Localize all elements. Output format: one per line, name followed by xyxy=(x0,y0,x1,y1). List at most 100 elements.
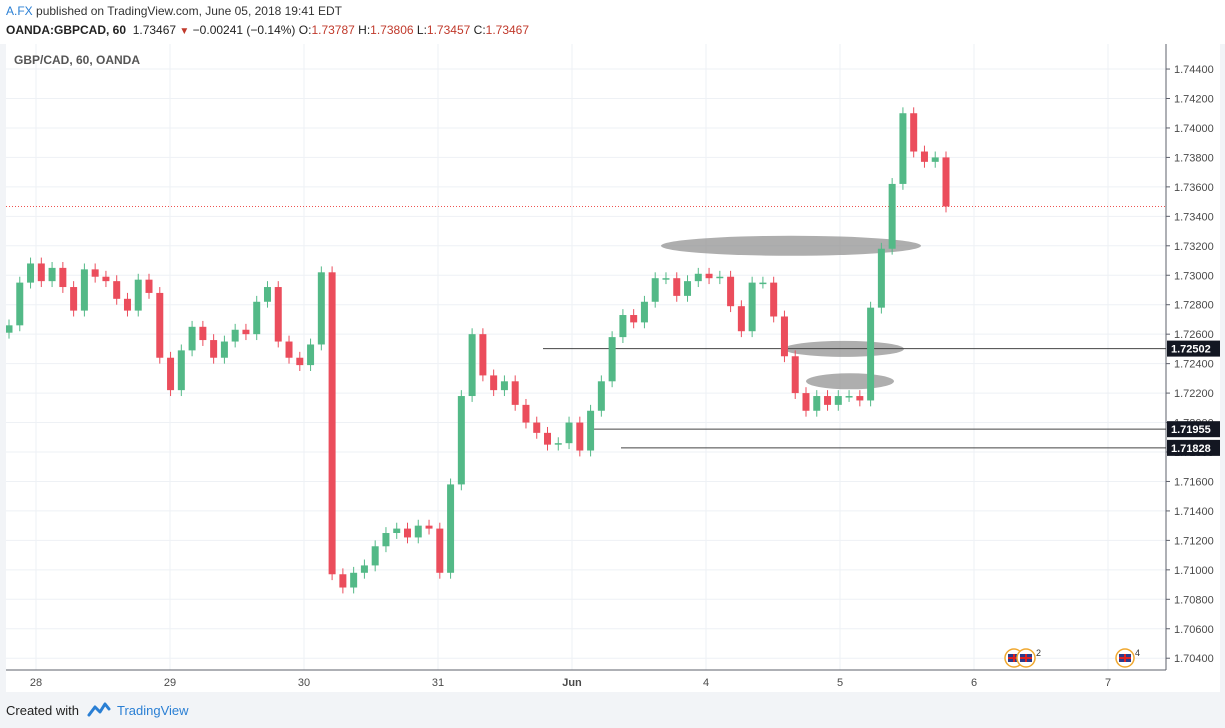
candle-body xyxy=(48,267,56,282)
candle-body xyxy=(630,315,638,323)
candle-body xyxy=(274,287,282,342)
candle-body xyxy=(619,315,627,338)
level-price-label: 1.72502 xyxy=(1171,344,1211,356)
candle-body xyxy=(565,422,573,444)
candle-body xyxy=(360,565,368,573)
candle-body xyxy=(91,269,99,277)
y-tick-label: 1.71000 xyxy=(1174,565,1214,577)
y-tick-label: 1.72800 xyxy=(1174,300,1214,312)
y-tick-label: 1.72400 xyxy=(1174,359,1214,371)
high-value: 1.73806 xyxy=(370,23,414,37)
candle-body xyxy=(199,326,207,341)
candle-body xyxy=(662,278,670,280)
event-count-label: 2 xyxy=(1036,648,1041,658)
header-bar: A.FX published on TradingView.com, June … xyxy=(0,0,1225,44)
candle-body xyxy=(263,287,271,302)
x-tick-label: Jun xyxy=(562,677,582,689)
candle-body xyxy=(759,282,767,285)
candle-body xyxy=(597,381,605,411)
candle-body xyxy=(123,298,131,311)
candle-body xyxy=(177,350,185,391)
candle-body xyxy=(587,410,595,451)
x-tick-label: 7 xyxy=(1105,677,1111,689)
author-link[interactable]: A.FX xyxy=(6,4,33,18)
y-tick-label: 1.73000 xyxy=(1174,270,1214,282)
open-label: O: xyxy=(298,23,312,37)
tradingview-brand[interactable]: TradingView xyxy=(117,703,189,718)
candle-body xyxy=(824,396,832,405)
candle-body xyxy=(576,422,584,451)
candle-body xyxy=(350,572,358,588)
candle-body xyxy=(791,356,799,394)
y-tick-label: 1.73800 xyxy=(1174,152,1214,164)
open-value: 1.73787 xyxy=(311,23,355,37)
candle-body xyxy=(479,334,487,376)
tradingview-logo-icon xyxy=(87,702,111,717)
candle-body xyxy=(651,278,659,302)
candle-body xyxy=(27,263,35,283)
close-value: 1.73467 xyxy=(485,23,530,37)
candle-body xyxy=(167,357,175,391)
candle-body xyxy=(737,306,745,332)
y-tick-label: 1.72200 xyxy=(1174,388,1214,400)
candle-body xyxy=(156,292,164,358)
y-tick-label: 1.73200 xyxy=(1174,241,1214,253)
candle-body xyxy=(490,375,498,391)
down-arrow-icon: ▼ xyxy=(179,26,190,37)
candle-body xyxy=(554,443,562,445)
candle-body xyxy=(802,393,810,411)
candle-body xyxy=(544,432,552,445)
candle-body xyxy=(210,340,218,358)
candle-body xyxy=(393,528,401,534)
y-tick-label: 1.70600 xyxy=(1174,624,1214,636)
candlestick-chart[interactable]: GBP/CAD, 60, OANDA 1.74400 1.74200 1.74000 1… xyxy=(6,44,1220,692)
candle-body xyxy=(382,533,390,547)
zone-ellipse xyxy=(806,373,894,390)
low-label: L: xyxy=(416,23,427,37)
candle-body xyxy=(813,396,821,411)
candle-body xyxy=(694,273,702,282)
candle-body xyxy=(705,273,713,279)
x-tick-label: 28 xyxy=(30,677,42,689)
candle-body xyxy=(16,282,24,326)
candle-body xyxy=(500,381,508,391)
level-price-tag xyxy=(1167,421,1220,438)
candle-body xyxy=(511,381,519,405)
candle-body xyxy=(242,329,250,335)
candle-body xyxy=(845,396,853,398)
y-tick-label: 1.70800 xyxy=(1174,594,1214,606)
candle-body xyxy=(716,276,724,279)
candle-body xyxy=(447,484,455,573)
zone-ellipse xyxy=(661,235,921,256)
price-axis-panel xyxy=(1167,44,1220,670)
candle-body xyxy=(102,276,110,282)
candle-body xyxy=(533,422,541,433)
candle-body xyxy=(877,248,885,308)
candle-body xyxy=(608,337,616,382)
candle-body xyxy=(113,281,121,299)
y-tick-label: 1.71400 xyxy=(1174,506,1214,518)
candle-body xyxy=(931,157,939,162)
candle-body xyxy=(59,267,67,288)
y-tick-label: 1.71200 xyxy=(1174,535,1214,547)
publish-info: A.FX published on TradingView.com, June … xyxy=(6,4,342,18)
candle-body xyxy=(780,316,788,357)
y-tick-label: 1.71600 xyxy=(1174,476,1214,488)
candle-body xyxy=(145,279,153,293)
x-tick-label: 30 xyxy=(298,677,310,689)
x-tick-label: 4 xyxy=(703,677,709,689)
x-tick-label: 31 xyxy=(432,677,444,689)
created-with-text: Created with xyxy=(6,703,79,718)
chart-panel[interactable]: GBP/CAD, 60, OANDA 1.74400 1.74200 1.74000 1… xyxy=(6,44,1220,692)
candle-body xyxy=(640,301,648,323)
candle-body xyxy=(188,326,196,351)
y-tick-label: 1.70400 xyxy=(1174,653,1214,665)
close-label: C: xyxy=(473,23,486,37)
event-count-label: 4 xyxy=(1135,648,1140,658)
x-tick-label: 29 xyxy=(164,677,176,689)
candle-body xyxy=(942,157,950,207)
y-tick-label: 1.74400 xyxy=(1174,64,1214,76)
candle-body xyxy=(856,396,864,401)
candle-body xyxy=(910,113,918,152)
symbol-legend: OANDA:GBPCAD, 60 1.73467 ▼ −0.00241 (−0.… xyxy=(6,23,529,37)
